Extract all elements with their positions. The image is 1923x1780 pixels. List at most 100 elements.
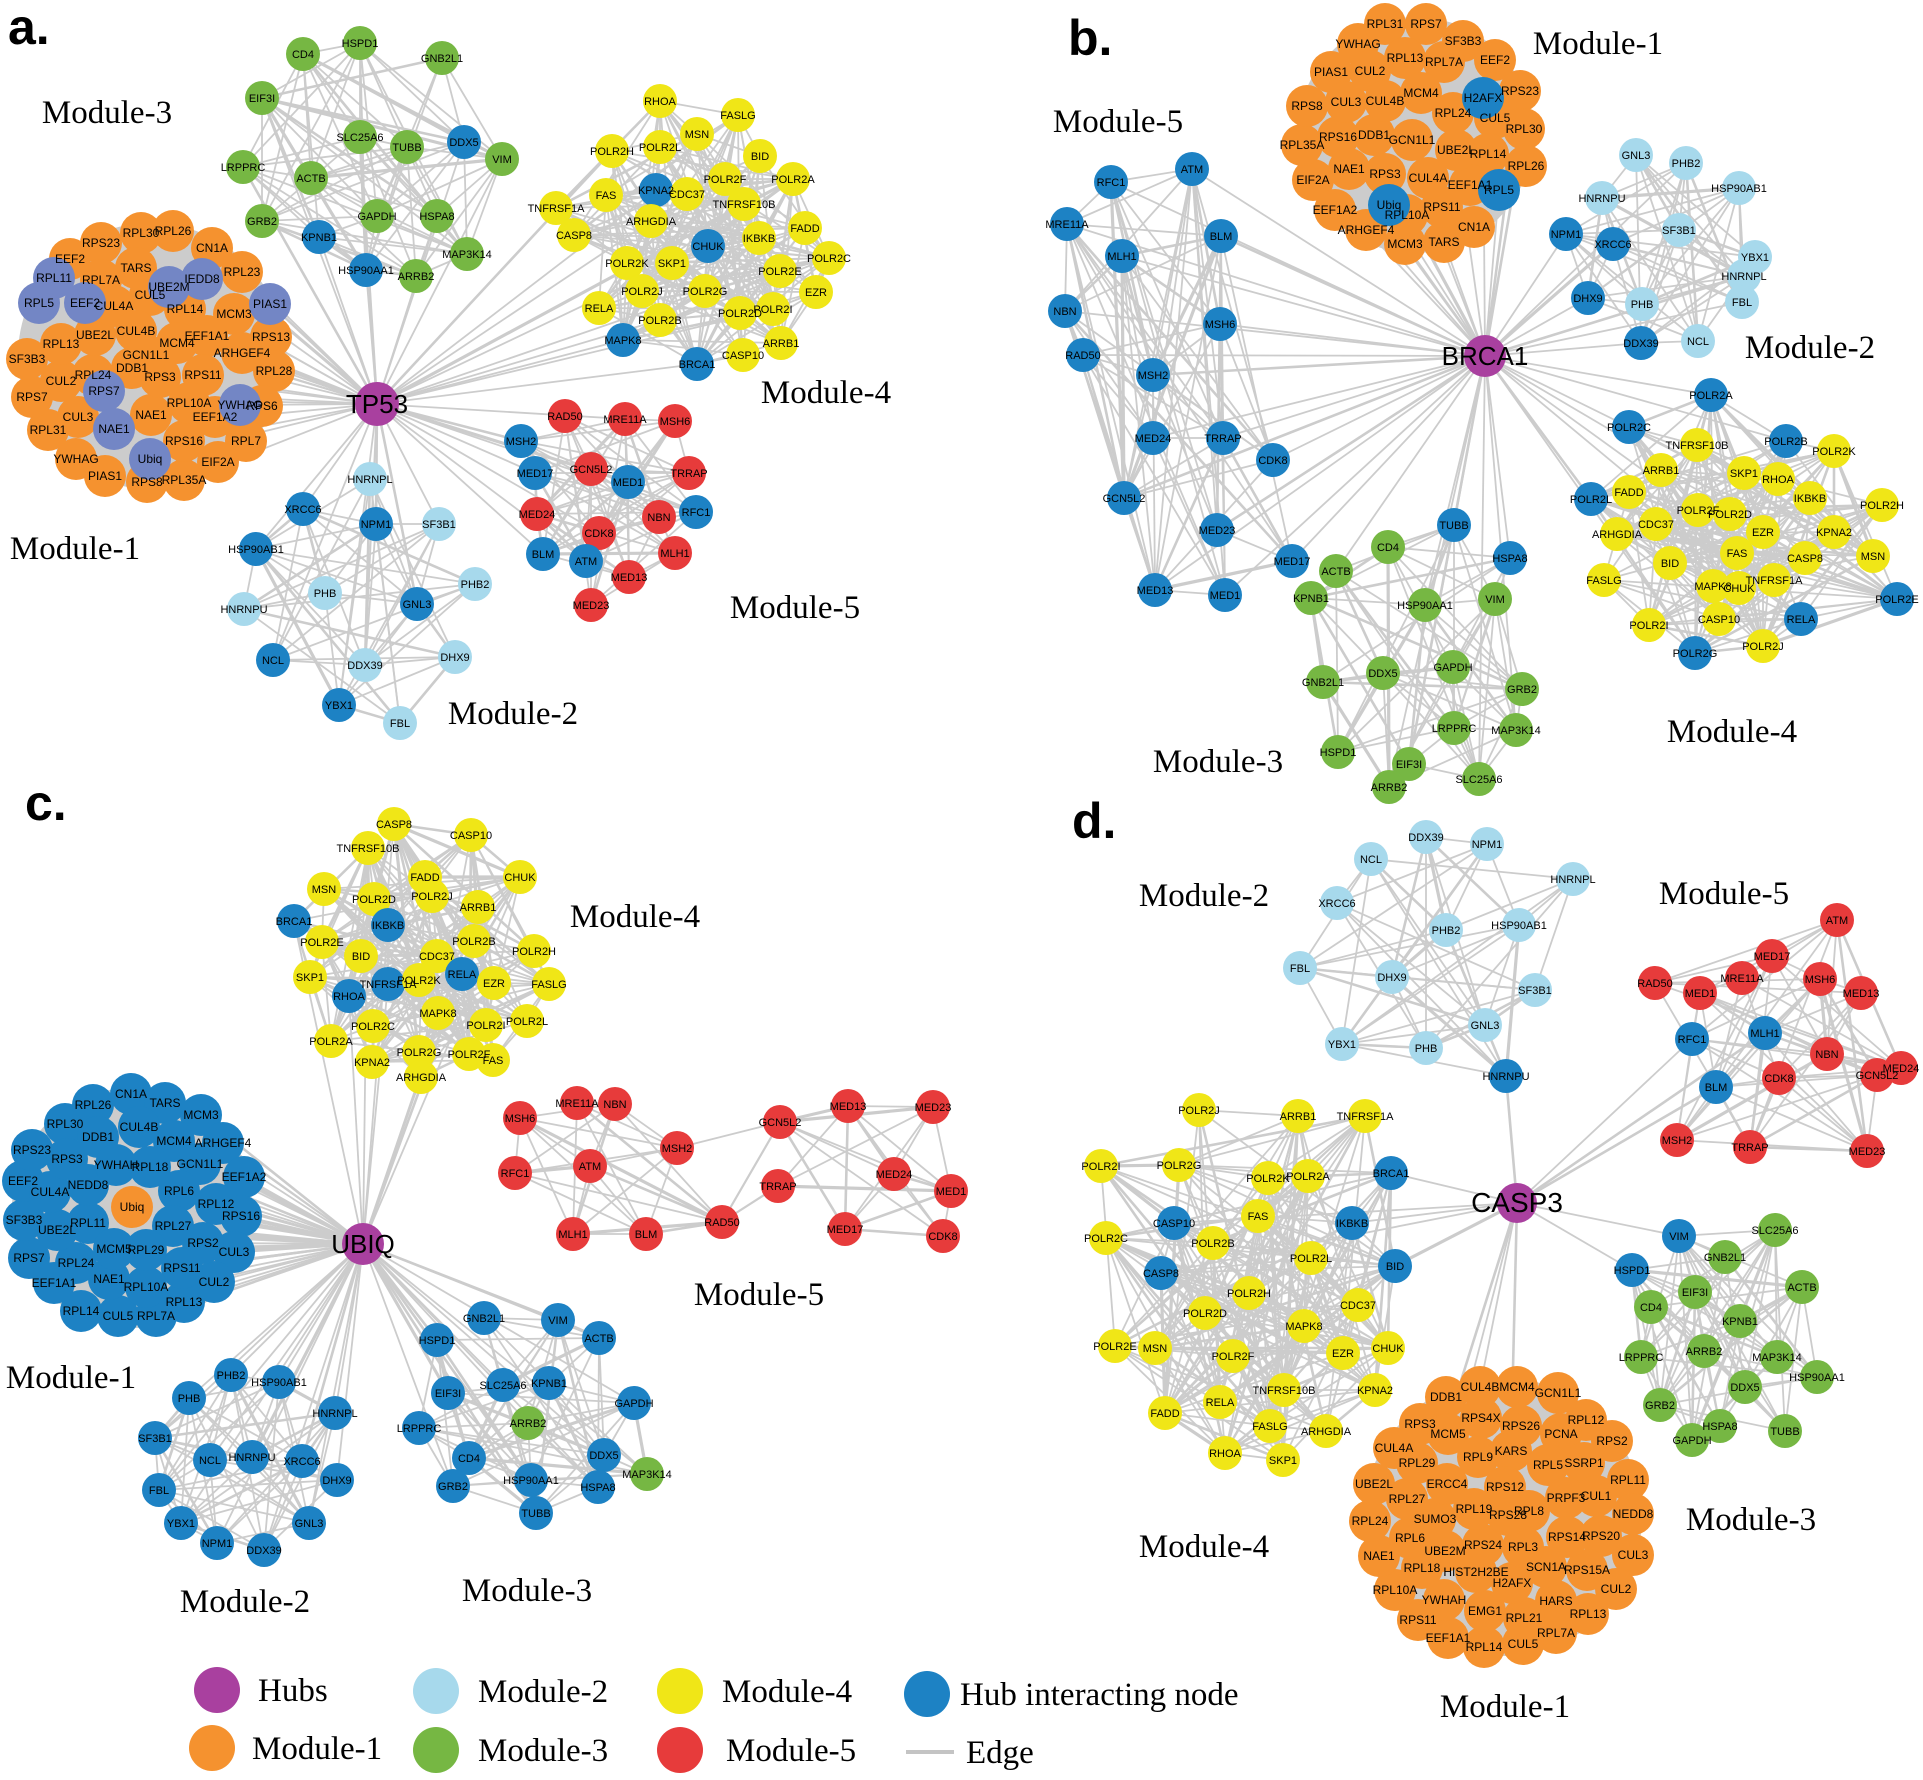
svg-text:RPS12: RPS12 bbox=[1486, 1480, 1524, 1494]
svg-text:HNRNPL: HNRNPL bbox=[1550, 874, 1595, 886]
svg-text:EEF1A2: EEF1A2 bbox=[193, 410, 238, 424]
svg-text:NPM1: NPM1 bbox=[1551, 229, 1582, 241]
svg-text:GCN5L2: GCN5L2 bbox=[1856, 1070, 1899, 1082]
svg-text:PHB2: PHB2 bbox=[217, 1370, 246, 1382]
svg-text:ATM: ATM bbox=[1181, 164, 1203, 176]
svg-text:HSPA8: HSPA8 bbox=[1702, 1421, 1737, 1433]
svg-text:RPS13: RPS13 bbox=[252, 330, 290, 344]
svg-text:MED24: MED24 bbox=[876, 1169, 913, 1181]
svg-text:EIF2A: EIF2A bbox=[201, 455, 234, 469]
svg-text:RFC1: RFC1 bbox=[1097, 177, 1126, 189]
svg-text:RPL35A: RPL35A bbox=[1280, 138, 1325, 152]
svg-text:POLR2G: POLR2G bbox=[1673, 648, 1718, 660]
svg-text:NCL: NCL bbox=[262, 655, 284, 667]
svg-text:XRCC6: XRCC6 bbox=[283, 1456, 320, 1468]
svg-text:POLR2B: POLR2B bbox=[1191, 1238, 1234, 1250]
svg-text:MSH6: MSH6 bbox=[1205, 319, 1236, 331]
svg-text:CUL4A: CUL4A bbox=[1409, 171, 1448, 185]
svg-text:CASP8: CASP8 bbox=[1143, 1268, 1179, 1280]
svg-text:GNB2L1: GNB2L1 bbox=[463, 1313, 505, 1325]
svg-text:POLR2I: POLR2I bbox=[466, 1020, 505, 1032]
svg-text:RPS11: RPS11 bbox=[163, 1261, 200, 1275]
svg-text:RPS20: RPS20 bbox=[1582, 1529, 1620, 1543]
svg-text:Module-3: Module-3 bbox=[1686, 1502, 1816, 1538]
svg-text:Module-5: Module-5 bbox=[1659, 876, 1789, 912]
svg-text:SF3B3: SF3B3 bbox=[6, 1213, 43, 1227]
svg-text:GNB2L1: GNB2L1 bbox=[421, 53, 463, 65]
svg-text:GAPDH: GAPDH bbox=[357, 211, 396, 223]
svg-text:EZR: EZR bbox=[483, 978, 505, 990]
svg-text:ACTB: ACTB bbox=[584, 1333, 613, 1345]
svg-text:RPL29: RPL29 bbox=[1399, 1456, 1436, 1470]
svg-text:MRE11A: MRE11A bbox=[603, 414, 647, 426]
svg-text:Module-3: Module-3 bbox=[462, 1573, 592, 1609]
svg-text:NAE1: NAE1 bbox=[135, 408, 167, 422]
svg-text:MED24: MED24 bbox=[1135, 433, 1172, 445]
svg-text:FASLG: FASLG bbox=[1586, 575, 1621, 587]
svg-text:DHX9: DHX9 bbox=[322, 1475, 351, 1487]
svg-text:NCL: NCL bbox=[1687, 336, 1709, 348]
svg-text:GNL3: GNL3 bbox=[295, 1518, 324, 1530]
svg-text:RPL26: RPL26 bbox=[1508, 159, 1545, 173]
svg-text:RPL3: RPL3 bbox=[1508, 1540, 1538, 1554]
svg-text:HNRNPU: HNRNPU bbox=[228, 1452, 275, 1464]
svg-text:CUL5: CUL5 bbox=[135, 288, 166, 302]
svg-text:ARRB2: ARRB2 bbox=[1371, 782, 1408, 794]
svg-text:KPNA2: KPNA2 bbox=[354, 1057, 390, 1069]
svg-text:KPNB1: KPNB1 bbox=[531, 1378, 567, 1390]
svg-text:CASP3: CASP3 bbox=[1471, 1187, 1563, 1218]
svg-text:POLR2L: POLR2L bbox=[639, 142, 681, 154]
svg-text:MED24: MED24 bbox=[1883, 1063, 1920, 1075]
svg-text:RPS3: RPS3 bbox=[144, 370, 176, 384]
svg-text:SF3B1: SF3B1 bbox=[422, 519, 456, 531]
svg-text:POLR2D: POLR2D bbox=[718, 308, 762, 320]
svg-text:SF3B3: SF3B3 bbox=[9, 352, 46, 366]
svg-text:MSH6: MSH6 bbox=[660, 416, 691, 428]
svg-text:VIM: VIM bbox=[548, 1315, 568, 1327]
svg-text:FADD: FADD bbox=[1150, 1408, 1179, 1420]
svg-text:RPS7: RPS7 bbox=[13, 1251, 45, 1265]
svg-text:ARRB2: ARRB2 bbox=[510, 1418, 547, 1430]
svg-text:BRCA1: BRCA1 bbox=[1373, 1168, 1410, 1180]
svg-text:CUL2: CUL2 bbox=[46, 374, 77, 388]
svg-text:ARRB1: ARRB1 bbox=[1643, 465, 1680, 477]
svg-text:MED13: MED13 bbox=[1137, 585, 1174, 597]
svg-text:MSH2: MSH2 bbox=[506, 436, 537, 448]
svg-text:NAE1: NAE1 bbox=[98, 422, 130, 436]
svg-text:HSP90AB1: HSP90AB1 bbox=[251, 1377, 307, 1389]
svg-text:HNRNPL: HNRNPL bbox=[347, 474, 392, 486]
svg-text:RPS28: RPS28 bbox=[1489, 1508, 1527, 1522]
svg-text:UBE2M: UBE2M bbox=[148, 280, 189, 294]
svg-text:RPL7A: RPL7A bbox=[82, 273, 120, 287]
svg-text:YWHAG: YWHAG bbox=[217, 398, 262, 412]
svg-text:RAD50: RAD50 bbox=[704, 1217, 739, 1229]
svg-text:RPL31: RPL31 bbox=[30, 423, 67, 437]
svg-text:CUL4A: CUL4A bbox=[95, 299, 134, 313]
svg-text:IKBKB: IKBKB bbox=[372, 920, 404, 932]
svg-text:MED23: MED23 bbox=[573, 600, 610, 612]
svg-text:MSH6: MSH6 bbox=[505, 1113, 536, 1125]
svg-text:RPS26: RPS26 bbox=[1502, 1419, 1540, 1433]
svg-text:HSP90AB1: HSP90AB1 bbox=[228, 544, 284, 556]
svg-text:POLR2H: POLR2H bbox=[512, 946, 556, 958]
svg-text:GNB2L1: GNB2L1 bbox=[1302, 677, 1344, 689]
svg-text:CASP8: CASP8 bbox=[556, 230, 592, 242]
svg-text:RPL21: RPL21 bbox=[1506, 1611, 1543, 1625]
svg-text:CASP8: CASP8 bbox=[1787, 553, 1823, 565]
svg-text:MCM5: MCM5 bbox=[96, 1242, 132, 1256]
svg-text:EEF1A1: EEF1A1 bbox=[185, 329, 230, 343]
svg-text:PHB: PHB bbox=[1415, 1043, 1438, 1055]
svg-text:CUL3: CUL3 bbox=[1331, 95, 1362, 109]
svg-text:RPL26: RPL26 bbox=[155, 224, 192, 238]
svg-text:POLR2D: POLR2D bbox=[1183, 1308, 1227, 1320]
svg-text:EEF1A1: EEF1A1 bbox=[1448, 178, 1493, 192]
svg-text:Hubs: Hubs bbox=[258, 1673, 328, 1709]
svg-text:RPL18: RPL18 bbox=[132, 1160, 169, 1174]
svg-text:GCN1L1: GCN1L1 bbox=[1535, 1386, 1582, 1400]
svg-text:RPS11: RPS11 bbox=[1423, 200, 1460, 214]
svg-text:MLH1: MLH1 bbox=[1107, 251, 1136, 263]
svg-text:Module-2: Module-2 bbox=[180, 1584, 310, 1620]
svg-text:BLM: BLM bbox=[1210, 231, 1233, 243]
svg-text:MCM3: MCM3 bbox=[183, 1108, 219, 1122]
svg-text:TNFRSF10B: TNFRSF10B bbox=[713, 199, 776, 211]
